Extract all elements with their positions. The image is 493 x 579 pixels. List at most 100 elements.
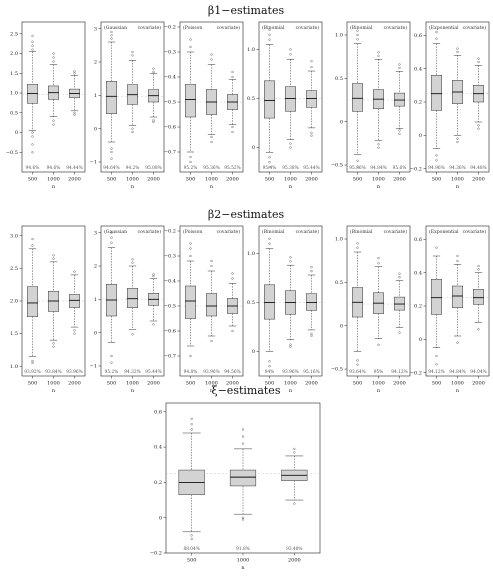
x-tick-label: 500 xyxy=(186,177,196,183)
outlier-point xyxy=(310,332,313,335)
y-tick-label: 3.0 xyxy=(10,233,18,239)
outlier-point xyxy=(190,537,193,540)
box-500: 95.2% 500 xyxy=(184,38,197,183)
x-tick-label: 500 xyxy=(353,381,363,387)
panel-r0-p5: (Exponential covariate) −0.2 0 0.2 0.4 0.6 94.9… xyxy=(410,21,490,190)
box-body xyxy=(185,84,196,118)
x-tick-label: 2000 xyxy=(288,558,301,564)
x-tick-label: 2000 xyxy=(472,381,485,387)
outlier-point xyxy=(477,127,480,130)
y-tick-label: 0.6 xyxy=(414,33,422,39)
outlier-point xyxy=(398,272,401,275)
box-1000: 93.84% 1000 xyxy=(45,254,62,387)
outlier-point xyxy=(73,332,76,335)
box-1000: 94.6% 1000 xyxy=(47,52,61,183)
x-tick-label: 1000 xyxy=(284,381,297,387)
outlier-point xyxy=(310,266,313,269)
x-tick-label: 500 xyxy=(432,381,442,387)
box-1000: 94.84% 1000 xyxy=(449,254,466,387)
panel-header-right: covariate) xyxy=(138,24,162,31)
x-tick-label: 2000 xyxy=(393,381,406,387)
outlier-point xyxy=(435,246,438,249)
outlier-point xyxy=(189,354,192,358)
x-tick-label: 500 xyxy=(265,177,275,183)
box-2000: 95.16% 2000 xyxy=(303,266,320,387)
coverage-label: 94.6% xyxy=(26,166,40,171)
outlier-point xyxy=(293,502,296,505)
outlier-point xyxy=(268,360,271,363)
box-1000: 94.36% 1000 xyxy=(449,47,466,183)
outlier-point xyxy=(31,44,34,47)
x-tick-label: 500 xyxy=(432,177,442,183)
outlier-point xyxy=(131,333,134,336)
x-axis-label: n xyxy=(52,388,56,394)
outlier-point xyxy=(152,323,155,326)
panel-header-right: covariate) xyxy=(217,24,241,31)
outlier-point xyxy=(189,247,192,250)
box-500: 94.12% 500 xyxy=(428,246,445,387)
outlier-point xyxy=(110,30,113,34)
outlier-point xyxy=(110,241,113,244)
outlier-point xyxy=(477,124,480,127)
y-tick-label: 0 xyxy=(94,126,97,132)
outlier-point xyxy=(268,161,271,164)
box-500: 88.04% 500 xyxy=(178,417,205,564)
x-tick-label: 2000 xyxy=(305,381,318,387)
box-1000: 94.84% 1000 xyxy=(370,51,387,183)
panel-header-left: (Binomial xyxy=(350,228,373,235)
box-2000: 94.48% 2000 xyxy=(470,57,487,183)
coverage-label: 95.44% xyxy=(303,166,319,171)
y-tick-label: 0.5 xyxy=(247,96,255,102)
outlier-point xyxy=(110,157,113,160)
outlier-point xyxy=(241,516,245,519)
x-tick-label: 1000 xyxy=(205,177,218,183)
outlier-point xyxy=(189,160,192,164)
outlier-point xyxy=(110,236,113,239)
outlier-point xyxy=(356,159,359,162)
y-tick-label: 1 xyxy=(94,297,97,303)
y-tick-label: 1.5 xyxy=(10,71,18,77)
box-2000: 93.96% 2000 xyxy=(66,270,83,387)
outlier-point xyxy=(356,29,359,32)
y-tick-label: −0.2 xyxy=(410,166,422,172)
panel-header-right: covariate) xyxy=(463,24,487,31)
box-500: 94.96% 500 xyxy=(428,30,445,183)
x-axis-label: n xyxy=(456,184,460,190)
panel-r1-p3: (Binomial covariate) 0 0.5 1.0 94% 500 93.96% 10… xyxy=(247,225,323,394)
coverage-label: 93.84% xyxy=(45,370,61,375)
x-tick-label: 500 xyxy=(186,381,196,387)
box-2000: 93.48% 2000 xyxy=(281,447,308,564)
y-tick-label: 0.5 xyxy=(335,76,343,82)
x-axis-label: n xyxy=(456,388,460,394)
box-body xyxy=(452,285,463,308)
y-tick-label: 1.0 xyxy=(247,47,255,53)
outlier-point xyxy=(31,244,34,247)
box-1000: 95.38% 1000 xyxy=(282,48,299,183)
outlier-point xyxy=(52,52,55,55)
outlier-point xyxy=(31,237,34,241)
box-2000: 95.44% 2000 xyxy=(145,273,162,387)
outlier-point xyxy=(131,50,134,54)
outlier-point xyxy=(356,246,359,249)
x-tick-label: 500 xyxy=(107,381,117,387)
x-tick-label: 1000 xyxy=(451,381,464,387)
coverage-label: 94.6% xyxy=(47,166,61,171)
y-tick-label: 0.5 xyxy=(10,110,18,116)
y-tick-label: −0.6 xyxy=(164,329,176,335)
outlier-point xyxy=(435,37,438,40)
outlier-point xyxy=(268,38,271,41)
x-tick-label: 1000 xyxy=(47,381,60,387)
x-axis-label: n xyxy=(241,565,245,571)
outlier-point xyxy=(152,119,155,122)
box-body xyxy=(431,75,442,111)
outlier-point xyxy=(435,30,438,34)
y-tick-label: 3 xyxy=(94,26,97,32)
outlier-point xyxy=(110,147,113,150)
y-tick-label: 0.4 xyxy=(414,270,422,276)
y-tick-label: −0.6 xyxy=(164,125,176,131)
y-tick-label: 1.5 xyxy=(10,331,18,337)
y-tick-label: 3 xyxy=(94,230,97,236)
outlier-point xyxy=(52,342,55,345)
coverage-label: 94.32% xyxy=(124,370,140,375)
outlier-point xyxy=(110,34,113,37)
